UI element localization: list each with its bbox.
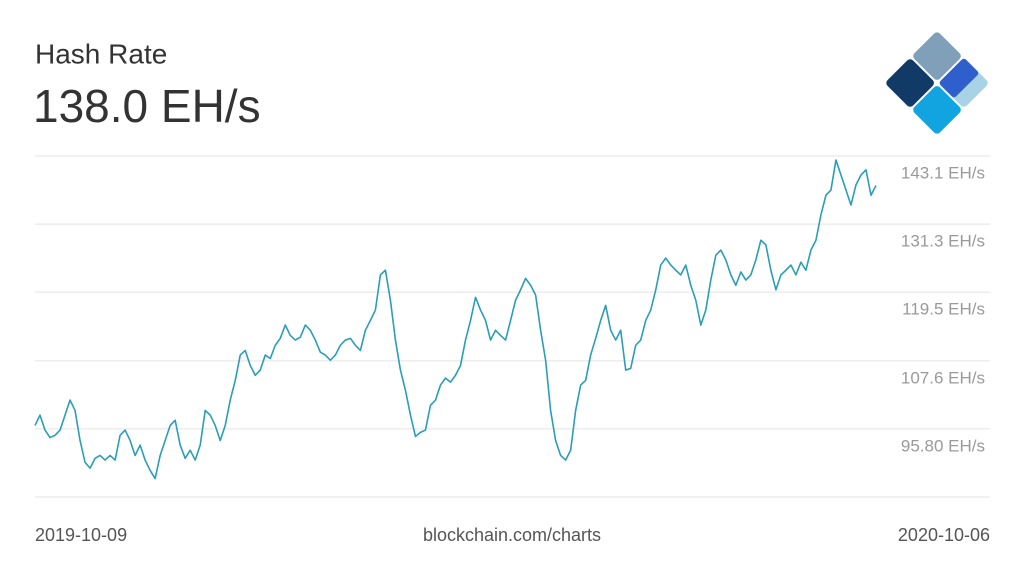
- y-tick-label: 119.5 EH/s: [902, 300, 985, 319]
- y-tick-label: 107.6 EH/s: [901, 368, 985, 387]
- current-value: 138.0 EH/s: [33, 80, 261, 132]
- logo-piece: [913, 86, 961, 134]
- y-tick-label: 143.1 EH/s: [901, 163, 985, 182]
- logo-piece: [913, 32, 961, 80]
- x-tick-label: 2020-10-06: [898, 525, 990, 545]
- logo: [886, 32, 988, 134]
- data-line: [34, 159, 877, 480]
- y-tick-label: 95.80 EH/s: [901, 436, 985, 455]
- chart-title: Hash Rate: [35, 38, 167, 69]
- x-tick-label: 2019-10-09: [35, 525, 127, 545]
- source-label: blockchain.com/charts: [423, 525, 601, 545]
- logo-piece: [886, 59, 934, 107]
- y-tick-label: 131.3 EH/s: [901, 232, 985, 251]
- logo-piece: [939, 58, 979, 98]
